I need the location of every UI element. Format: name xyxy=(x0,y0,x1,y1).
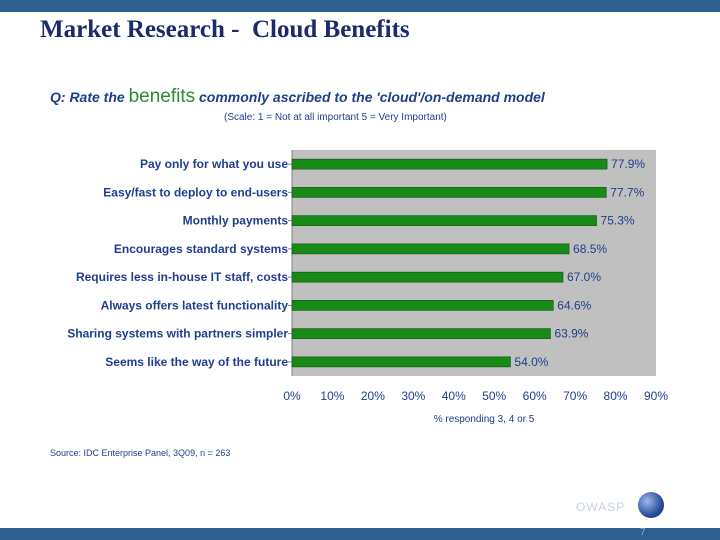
x-tick-label-9: 90% xyxy=(644,389,668,403)
x-tick-label-3: 30% xyxy=(401,389,425,403)
source-note: Source: IDC Enterprise Panel, 3Q09, n = … xyxy=(50,448,231,458)
category-label-5: Requires less in-house IT staff, costs xyxy=(76,270,288,284)
data-label-2: 77.7% xyxy=(610,185,644,199)
data-label-1: 77.9% xyxy=(611,157,645,171)
data-label-5: 67.0% xyxy=(567,270,601,284)
category-label-2: Easy/fast to deploy to end-users xyxy=(103,185,288,199)
data-label-3: 75.3% xyxy=(601,214,635,228)
x-axis-title: % responding 3, 4 or 5 xyxy=(434,414,535,425)
x-tick-label-6: 60% xyxy=(523,389,547,403)
question-suffix: commonly ascribed to the 'cloud'/on-dema… xyxy=(195,89,545,105)
bottom-brand-bar xyxy=(0,528,720,540)
bar-6 xyxy=(291,300,554,311)
category-label-6: Always offers latest functionality xyxy=(101,298,289,312)
x-tick-label-7: 70% xyxy=(563,389,587,403)
top-brand-bar xyxy=(0,0,720,12)
slide-title: Market Research - Cloud Benefits xyxy=(40,16,410,43)
data-label-4: 68.5% xyxy=(573,242,607,256)
category-label-3: Monthly payments xyxy=(183,214,289,228)
bar-3 xyxy=(291,215,597,226)
scale-note: (Scale: 1 = Not at all important 5 = Ver… xyxy=(224,112,447,123)
x-tick-label-5: 50% xyxy=(482,389,506,403)
bar-8 xyxy=(291,356,511,368)
category-label-8: Seems like the way of the future xyxy=(105,355,288,369)
data-label-6: 64.6% xyxy=(557,298,591,312)
category-label-7: Sharing systems with partners simpler xyxy=(67,327,288,341)
x-tick-label-8: 80% xyxy=(604,389,628,403)
question-prefix: Q: Rate the xyxy=(50,89,129,105)
question-emphasis: benefits xyxy=(128,86,196,107)
bar-4 xyxy=(291,243,570,255)
page-number: 7 xyxy=(640,527,646,538)
category-label-4: Encourages standard systems xyxy=(114,242,288,256)
bar-1 xyxy=(291,158,608,170)
bar-2 xyxy=(291,187,607,198)
bar-5 xyxy=(291,271,564,283)
data-label-7: 63.9% xyxy=(554,327,588,341)
x-tick-label-0: 0% xyxy=(283,389,301,403)
data-label-8: 54.0% xyxy=(514,355,548,369)
bar-7 xyxy=(291,328,551,339)
category-label-1: Pay only for what you use xyxy=(140,157,288,171)
x-tick-label-4: 40% xyxy=(442,389,466,403)
x-tick-label-1: 10% xyxy=(320,389,344,403)
x-tick-label-2: 20% xyxy=(361,389,385,403)
globe-icon xyxy=(638,492,664,518)
survey-question: Q: Rate the benefits commonly ascribed t… xyxy=(50,86,545,108)
owasp-logo-text: OWASP xyxy=(576,500,626,514)
plot-area xyxy=(292,150,656,376)
